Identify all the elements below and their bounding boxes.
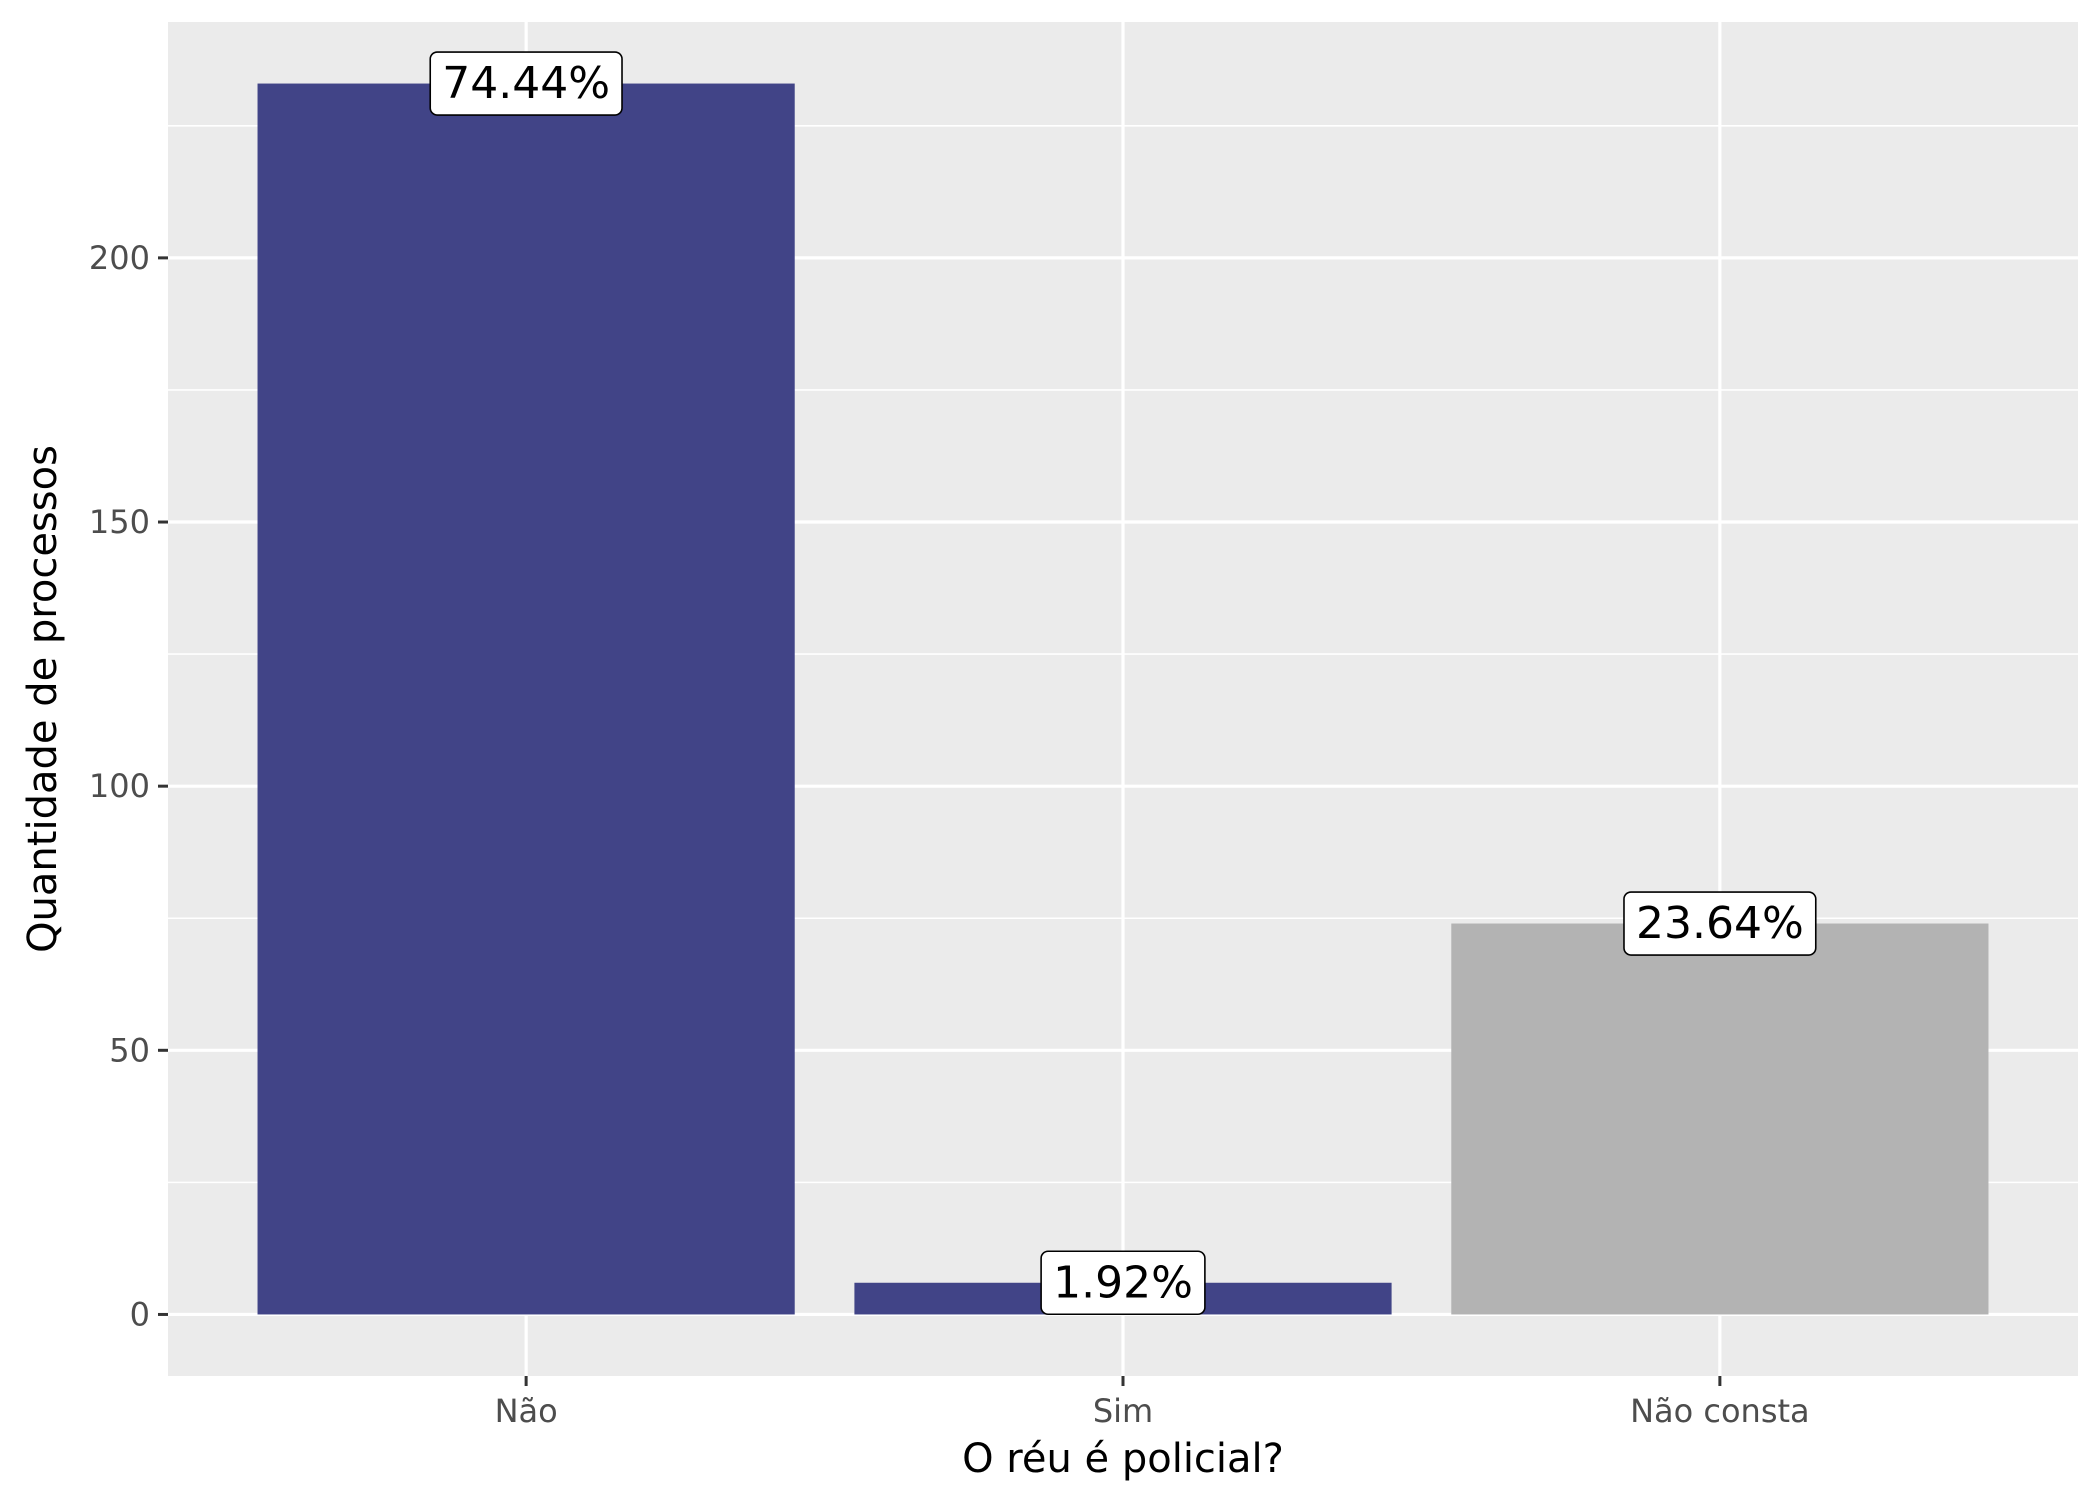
x-tick-label: Não [495, 1392, 558, 1430]
bars [257, 83, 1989, 1315]
x-tick-label: Sim [1093, 1392, 1153, 1430]
data-label-text: 74.44% [442, 58, 610, 109]
bar-n-o [257, 83, 795, 1315]
y-tick-label: 150 [89, 503, 150, 541]
data-label-box [1623, 891, 1817, 956]
data-label: 23.64% [1623, 891, 1817, 956]
data-labels: 74.44% 1.92% 23.64% [429, 51, 1817, 1316]
data-label: 1.92% [1040, 1250, 1206, 1316]
bar-n-o-consta [1451, 923, 1989, 1315]
y-tick-label: 0 [130, 1295, 150, 1333]
y-tick-label: 200 [89, 239, 150, 277]
data-label-text: 23.64% [1636, 898, 1804, 949]
data-label-box [1040, 1250, 1206, 1316]
data-label: 74.44% [429, 51, 623, 116]
y-tick-label: 50 [109, 1031, 150, 1069]
y-axis: 0 50 100 150 200 [89, 239, 168, 1333]
x-axis: Não Sim Não consta [495, 1376, 1810, 1430]
y-axis-title: Quantidade de processos [20, 445, 66, 953]
data-label-box [429, 51, 623, 116]
data-label-text: 1.92% [1053, 1257, 1193, 1308]
x-axis-title: O réu é policial? [962, 1436, 1284, 1482]
y-tick-label: 100 [89, 767, 150, 805]
x-tick-label: Não consta [1630, 1392, 1810, 1430]
